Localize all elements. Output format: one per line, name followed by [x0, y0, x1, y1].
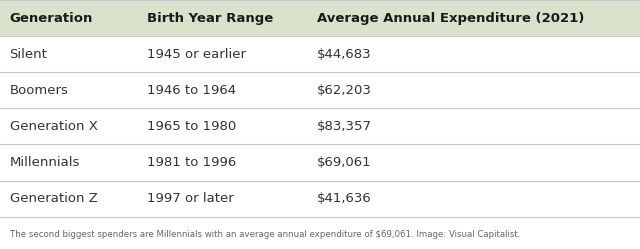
Text: Generation: Generation	[10, 11, 93, 25]
Text: 1946 to 1964: 1946 to 1964	[147, 84, 236, 97]
FancyBboxPatch shape	[0, 181, 640, 217]
Text: $83,357: $83,357	[317, 120, 372, 133]
Text: The second biggest spenders are Millennials with an average annual expenditure o: The second biggest spenders are Millenni…	[10, 230, 520, 239]
Text: $44,683: $44,683	[317, 48, 371, 61]
Text: Average Annual Expenditure (2021): Average Annual Expenditure (2021)	[317, 11, 584, 25]
Text: Birth Year Range: Birth Year Range	[147, 11, 273, 25]
Text: Millennials: Millennials	[10, 156, 80, 169]
Text: $62,203: $62,203	[317, 84, 372, 97]
Text: Silent: Silent	[10, 48, 47, 61]
FancyBboxPatch shape	[0, 0, 640, 36]
Text: $41,636: $41,636	[317, 192, 372, 205]
Text: Generation X: Generation X	[10, 120, 97, 133]
FancyBboxPatch shape	[0, 36, 640, 72]
Text: 1965 to 1980: 1965 to 1980	[147, 120, 236, 133]
FancyBboxPatch shape	[0, 144, 640, 181]
Text: Boomers: Boomers	[10, 84, 68, 97]
Text: Generation Z: Generation Z	[10, 192, 97, 205]
FancyBboxPatch shape	[0, 108, 640, 144]
FancyBboxPatch shape	[0, 72, 640, 108]
Text: 1945 or earlier: 1945 or earlier	[147, 48, 246, 61]
Text: 1997 or later: 1997 or later	[147, 192, 234, 205]
Text: 1981 to 1996: 1981 to 1996	[147, 156, 236, 169]
Text: $69,061: $69,061	[317, 156, 371, 169]
